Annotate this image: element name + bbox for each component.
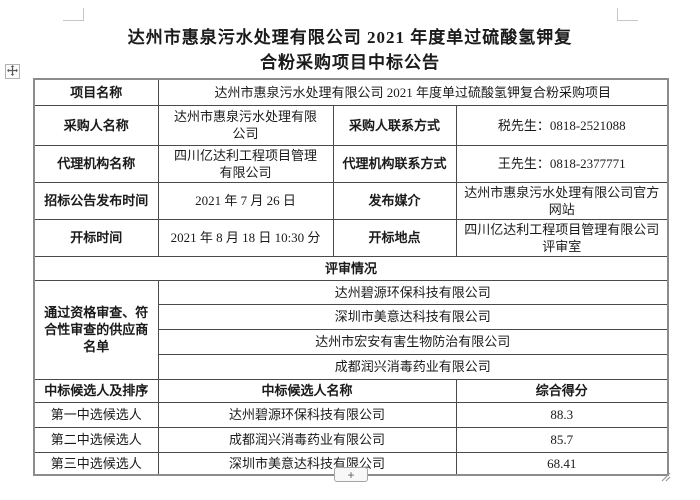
candidate-rank-cell: 第二中选候选人 bbox=[33, 426, 159, 453]
row-project: 项目名称 达州市惠泉污水处理有限公司 2021 年度单过硫酸氢钾复合粉采购项目 bbox=[33, 78, 669, 106]
review-section-title-cell: 评审情况 bbox=[33, 255, 669, 281]
candidate-rank-cell: 第一中选候选人 bbox=[33, 401, 159, 428]
purchaser-label-cell: 采购人名称 bbox=[33, 104, 159, 146]
agency-label-cell: 代理机构名称 bbox=[33, 144, 159, 183]
qualified-supplier-cell: 成都润兴消毒药业有限公司 bbox=[157, 353, 669, 380]
candidate-rank-cell: 第三中选候选人 bbox=[33, 451, 159, 476]
candidates-name-header-cell: 中标候选人名称 bbox=[157, 378, 457, 403]
opening-time-label-cell: 开标时间 bbox=[33, 218, 159, 257]
candidate-score-cell: 85.7 bbox=[455, 426, 669, 453]
candidate-score-cell: 88.3 bbox=[455, 401, 669, 428]
row-agency: 代理机构名称 四川亿达利工程项目管理有限公司 代理机构联系方式 王先生：0818… bbox=[33, 144, 669, 183]
qualified-supplier-row: 达州市宏安有害生物防治有限公司 bbox=[34, 328, 669, 355]
candidate-row: 第一中选候选人 达州碧源环保科技有限公司 88.3 bbox=[33, 401, 669, 428]
candidate-row: 第二中选候选人 成都润兴消毒药业有限公司 85.7 bbox=[33, 426, 669, 453]
table-resize-handle[interactable] bbox=[660, 469, 671, 482]
agency-contact-label-cell: 代理机构联系方式 bbox=[332, 144, 457, 183]
candidate-row: 第三中选候选人 深圳市美意达科技有限公司 68.41 bbox=[33, 451, 669, 476]
project-label-cell: 项目名称 bbox=[33, 78, 159, 106]
row-bid-opening: 开标时间 2021 年 8 月 18 日 10:30 分 开标地点 四川亿达利工… bbox=[33, 218, 669, 257]
agency-value-cell: 四川亿达利工程项目管理有限公司 bbox=[157, 144, 334, 183]
agency-contact-value-cell: 王先生：0818-2377771 bbox=[455, 144, 669, 183]
qualified-supplier-cell: 深圳市美意达科技有限公司 bbox=[157, 303, 669, 330]
announcement-label-cell: 招标公告发布时间 bbox=[33, 181, 159, 220]
purchaser-contact-label-cell: 采购人联系方式 bbox=[332, 104, 457, 146]
media-label-cell: 发布媒介 bbox=[332, 181, 457, 220]
candidate-name-cell: 达州碧源环保科技有限公司 bbox=[157, 401, 457, 428]
purchaser-value-cell: 达州市惠泉污水处理有限公司 bbox=[157, 104, 334, 146]
candidate-score-cell: 68.41 bbox=[455, 451, 669, 476]
page-margin-crop-mark-top-left bbox=[63, 8, 84, 21]
media-value-cell: 达州市惠泉污水处理有限公司官方网站 bbox=[455, 181, 669, 220]
document-title: 达州市惠泉污水处理有限公司 2021 年度单过硫酸氢钾复 合粉采购项目中标公告 bbox=[0, 25, 700, 75]
opening-place-label-cell: 开标地点 bbox=[332, 218, 457, 257]
move-arrows-icon bbox=[7, 63, 18, 81]
row-announcement: 招标公告发布时间 2021 年 7 月 26 日 发布媒介 达州市惠泉污水处理有… bbox=[33, 181, 669, 220]
opening-time-value-cell: 2021 年 8 月 18 日 10:30 分 bbox=[157, 218, 334, 257]
add-row-button[interactable]: + bbox=[334, 467, 368, 482]
plus-icon: + bbox=[347, 467, 355, 482]
row-purchaser: 采购人名称 达州市惠泉污水处理有限公司 采购人联系方式 税先生：0818-252… bbox=[33, 104, 669, 146]
opening-place-value-cell: 四川亿达利工程项目管理有限公司评审室 bbox=[455, 218, 669, 257]
table-move-handle[interactable] bbox=[5, 64, 20, 79]
candidate-name-cell: 深圳市美意达科技有限公司 bbox=[157, 451, 457, 476]
page-margin-crop-mark-top-right bbox=[617, 8, 638, 21]
document-title-line2: 合粉采购项目中标公告 bbox=[260, 53, 440, 72]
row-review-section: 评审情况 bbox=[33, 255, 669, 281]
qualified-suppliers-label-cell: 通过资格审查、符合性审查的供应商名单 bbox=[33, 279, 159, 380]
bid-announcement-table: 项目名称 达州市惠泉污水处理有限公司 2021 年度单过硫酸氢钾复合粉采购项目 … bbox=[33, 78, 669, 476]
candidates-score-header-cell: 综合得分 bbox=[455, 378, 669, 403]
qualified-supplier-row: 深圳市美意达科技有限公司 bbox=[34, 303, 669, 330]
project-value-cell: 达州市惠泉污水处理有限公司 2021 年度单过硫酸氢钾复合粉采购项目 bbox=[157, 78, 669, 106]
purchaser-contact-value-cell: 税先生：0818-2521088 bbox=[455, 104, 669, 146]
qualified-supplier-row: 通过资格审查、符合性审查的供应商名单 达州碧源环保科技有限公司 bbox=[33, 279, 669, 380]
document-title-line1: 达州市惠泉污水处理有限公司 2021 年度单过硫酸氢钾复 bbox=[127, 28, 573, 47]
qualified-supplier-cell: 达州碧源环保科技有限公司 bbox=[157, 279, 669, 305]
candidates-rank-header-cell: 中标候选人及排序 bbox=[33, 378, 159, 403]
candidates-header-row: 中标候选人及排序 中标候选人名称 综合得分 bbox=[33, 378, 669, 403]
qualified-supplier-cell: 达州市宏安有害生物防治有限公司 bbox=[157, 328, 669, 355]
announcement-value-cell: 2021 年 7 月 26 日 bbox=[157, 181, 334, 220]
candidate-name-cell: 成都润兴消毒药业有限公司 bbox=[157, 426, 457, 453]
